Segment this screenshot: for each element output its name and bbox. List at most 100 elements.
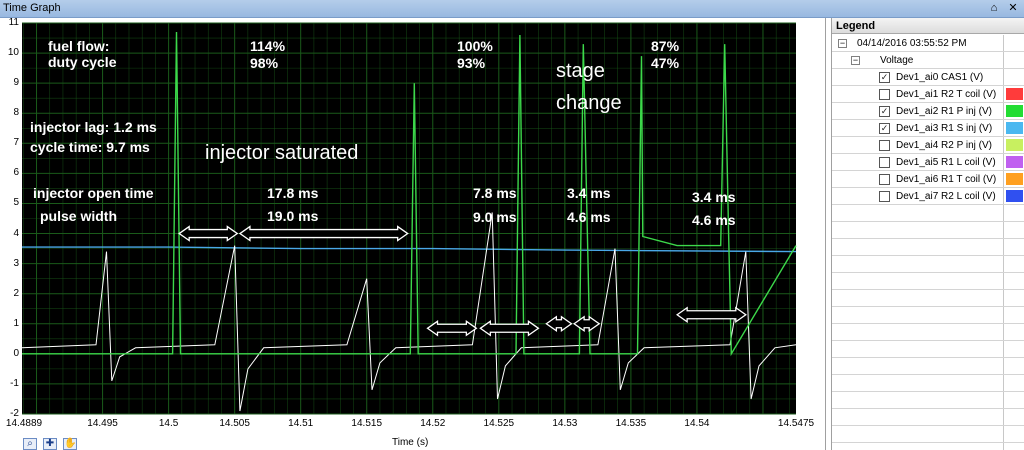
y-tick-label: 6 [13, 167, 19, 179]
legend-channel-row[interactable]: ✓ Dev1_ai2 R1 P inj (V) [832, 103, 1024, 120]
close-icon[interactable]: ✕ [1008, 2, 1018, 14]
channel-label: Dev1_ai7 R2 L coil (V) [896, 191, 996, 202]
legend-channel-row[interactable]: ✓ Dev1_ai3 R1 S inj (V) [832, 120, 1024, 137]
legend-empty-row [832, 222, 1024, 239]
x-tick-label: 14.53 [552, 418, 578, 429]
channel-label: Dev1_ai6 R1 T coil (V) [896, 174, 997, 185]
channel-checkbox[interactable] [879, 157, 890, 168]
legend-channel-row[interactable]: Dev1_ai4 R2 P inj (V) [832, 137, 1024, 154]
annotation-pulse-width-1: 19.0 ms [267, 208, 319, 224]
legend-swatch-cell [1003, 341, 1024, 357]
y-tick-label: 4 [13, 227, 19, 239]
collapse-icon[interactable]: − [851, 55, 860, 65]
channel-checkbox[interactable]: ✓ [879, 72, 890, 83]
grid-lines [22, 22, 796, 415]
title-bar: Time Graph ⌂ ✕ [0, 0, 1024, 18]
y-tick-label: 7 [13, 137, 19, 149]
legend-empty-row [832, 409, 1024, 426]
duration-arrow [479, 320, 540, 337]
x-tick-label: 14.535 [615, 418, 647, 429]
legend-swatch-cell [1003, 154, 1024, 170]
legend-timestamp-row[interactable]: − 04/14/2016 03:55:52 PM [832, 35, 1024, 52]
pan-cursor-icon[interactable]: ✚ [43, 438, 57, 450]
channel-checkbox[interactable] [879, 191, 890, 202]
legend-empty-row [832, 324, 1024, 341]
hand-icon[interactable]: ✋ [63, 438, 77, 450]
channel-label: Dev1_ai5 R1 L coil (V) [896, 157, 996, 168]
annotation-open-time-3: 3.4 ms [567, 185, 611, 201]
channel-checkbox[interactable]: ✓ [879, 123, 890, 134]
channel-label: Dev1_ai1 R2 T coil (V) [896, 89, 997, 100]
legend-group-row[interactable]: − Voltage [832, 52, 1024, 69]
x-axis-label: Time (s) [392, 437, 429, 448]
channel-checkbox[interactable] [879, 174, 890, 185]
duration-arrow [178, 225, 239, 242]
legend-swatch-cell [1003, 426, 1024, 442]
collapse-icon[interactable]: − [838, 38, 847, 48]
channel-color-swatch[interactable] [1006, 190, 1023, 202]
annotation-open-time-4: 3.4 ms [692, 189, 736, 205]
channel-checkbox[interactable]: ✓ [879, 106, 890, 117]
p-inj-trace [22, 246, 797, 253]
series-layer [21, 31, 797, 412]
legend-timestamp: 04/14/2016 03:55:52 PM [857, 38, 967, 49]
duration-arrow [572, 315, 601, 333]
channel-checkbox[interactable] [879, 89, 890, 100]
channel-checkbox[interactable] [879, 140, 890, 151]
y-tick-label: 1 [13, 317, 19, 329]
legend-swatch-cell [1003, 392, 1024, 408]
annotation-pct-100: 100% [457, 38, 493, 54]
legend-empty-row [832, 205, 1024, 222]
channel-color-swatch[interactable] [1006, 122, 1023, 134]
legend-swatch-cell [1003, 290, 1024, 306]
duration-arrow [426, 320, 478, 337]
channel-label: Dev1_ai0 CAS1 (V) [896, 72, 984, 83]
legend-swatch-cell [1003, 35, 1024, 51]
legend-channel-row[interactable]: Dev1_ai7 R2 L coil (V) [832, 188, 1024, 205]
annotation-pct-47: 47% [651, 55, 680, 71]
x-tick-label: 14.52 [420, 418, 446, 429]
plot-area[interactable] [0, 18, 826, 436]
y-tick-label: 0 [13, 347, 19, 359]
pin-icon[interactable]: ⌂ [990, 2, 998, 14]
legend-channel-row[interactable]: Dev1_ai1 R2 T coil (V) [832, 86, 1024, 103]
legend-swatch-cell [1003, 222, 1024, 238]
annotation-pct-93: 93% [457, 55, 486, 71]
annotation-injector-open-time: injector open time [33, 185, 154, 201]
legend-swatch-cell [1003, 205, 1024, 221]
legend-channel-row[interactable]: Dev1_ai5 R1 L coil (V) [832, 154, 1024, 171]
legend-swatch-cell [1003, 86, 1024, 102]
channel-color-swatch[interactable] [1006, 173, 1023, 185]
annotation-pct-87: 87% [651, 38, 680, 54]
x-tick-label: 14.5475 [777, 418, 815, 429]
annotation-fuel-flow: fuel flow: [48, 38, 110, 54]
channel-color-swatch[interactable] [1006, 71, 1023, 83]
y-tick-label: 2 [13, 287, 19, 299]
legend-swatch-cell [1003, 375, 1024, 391]
channel-color-swatch[interactable] [1006, 156, 1023, 168]
legend-channel-row[interactable]: Dev1_ai6 R1 T coil (V) [832, 171, 1024, 188]
legend-swatch-cell [1003, 324, 1024, 340]
legend-swatch-cell [1003, 120, 1024, 136]
channel-color-swatch[interactable] [1006, 105, 1023, 117]
channel-color-swatch[interactable] [1006, 139, 1023, 151]
annotation-open-time-2: 7.8 ms [473, 185, 517, 201]
channel-color-swatch[interactable] [1006, 88, 1023, 100]
x-tick-label: 14.505 [219, 418, 250, 429]
duration-arrows [178, 225, 747, 337]
s-inj-trace [21, 212, 797, 412]
annotation-open-time-1: 17.8 ms [267, 185, 319, 201]
legend-empty-row [832, 256, 1024, 273]
annotation-duty-cycle: duty cycle [48, 54, 117, 70]
graph-panel: 11 10 9 8 7 6 5 4 3 2 1 0 -1 -2 14.4889 14.495 14.5 14.5… [0, 17, 826, 450]
legend-header: Legend [832, 18, 1024, 34]
legend-channel-row[interactable]: ✓ Dev1_ai0 CAS1 (V) [832, 69, 1024, 86]
legend-swatch-cell [1003, 137, 1024, 153]
legend-empty-rows [832, 205, 1024, 443]
legend-swatch-cell [1003, 103, 1024, 119]
legend-swatch-cell [1003, 307, 1024, 323]
x-tick-label: 14.5 [158, 418, 179, 429]
zoom-icon[interactable]: ⌕ [23, 438, 37, 450]
legend-swatch-cell [1003, 188, 1024, 204]
